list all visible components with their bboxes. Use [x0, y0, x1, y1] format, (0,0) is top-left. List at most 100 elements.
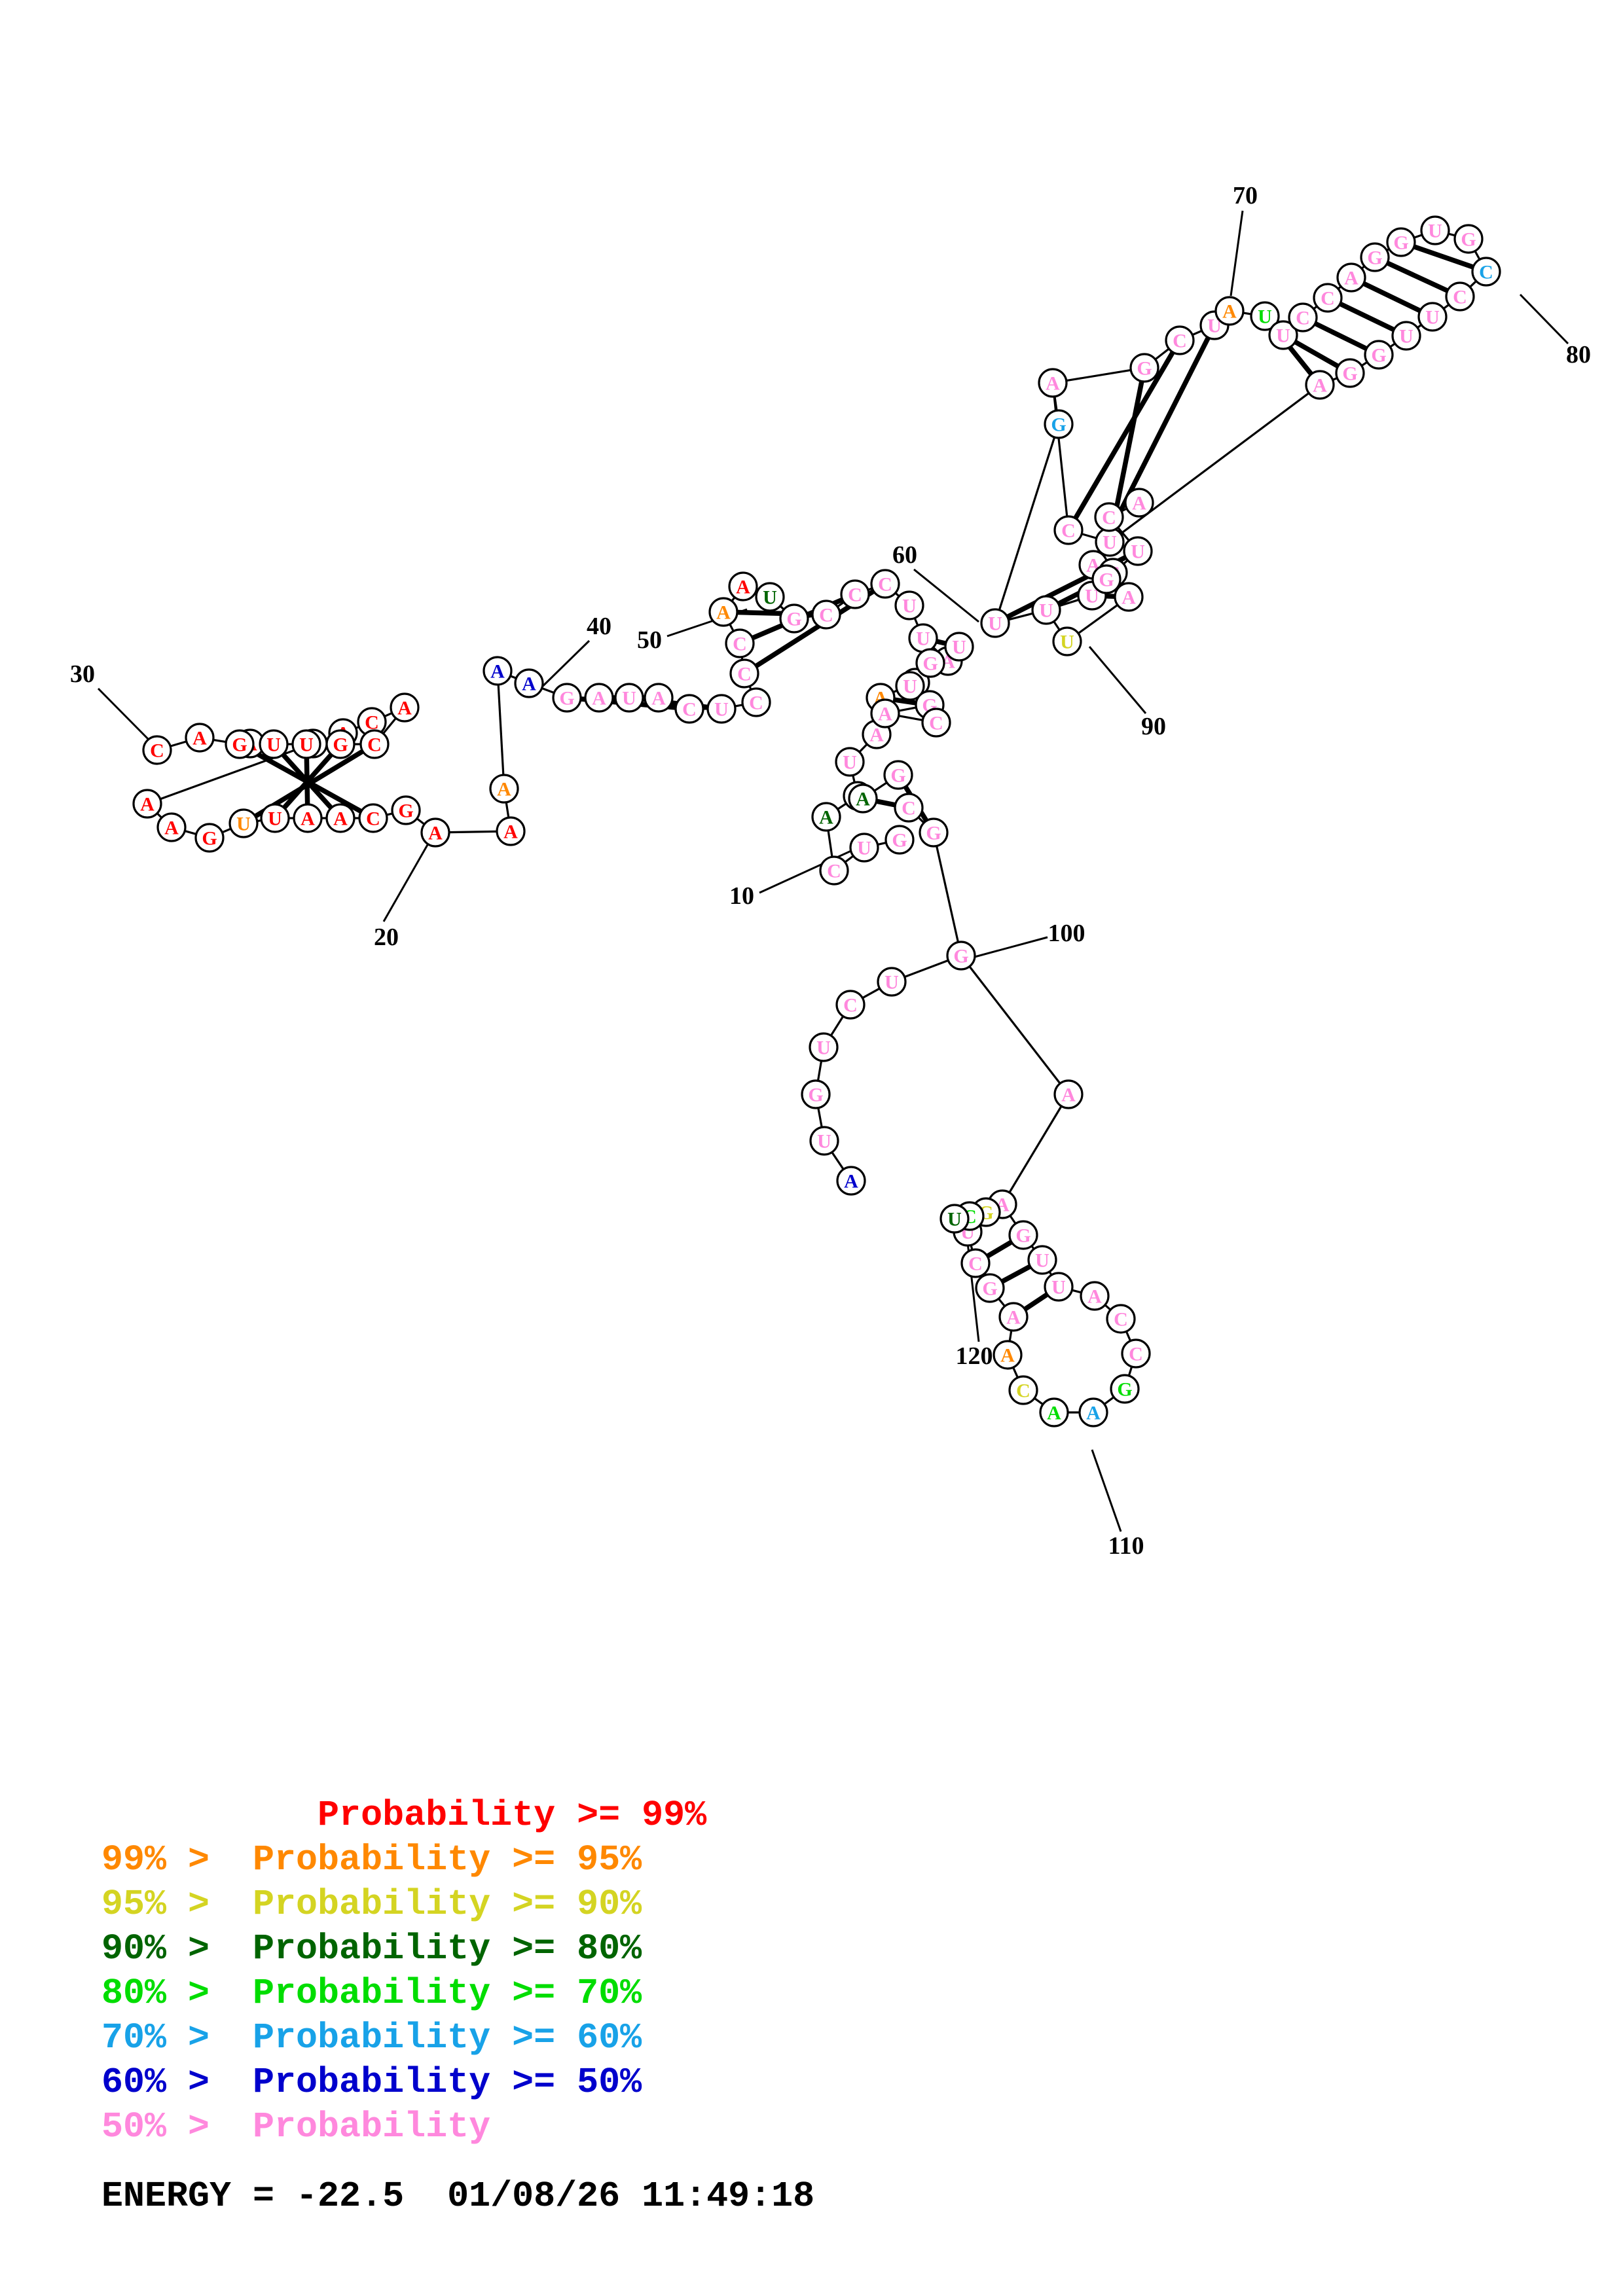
base-pair-bond — [1385, 260, 1450, 294]
base-letter: U — [947, 1209, 962, 1230]
base-letter: G — [232, 734, 247, 756]
position-label: 120 — [956, 1342, 993, 1370]
base-letter: U — [1207, 315, 1222, 337]
base-letter: A — [1344, 268, 1359, 289]
base-node: U — [980, 608, 1010, 638]
base-letter: A — [164, 817, 179, 839]
base-circle — [496, 816, 526, 846]
base-node: A — [993, 1340, 1023, 1370]
base-node: A — [998, 1302, 1029, 1332]
base-letter: C — [1479, 262, 1493, 283]
base-circle — [708, 597, 739, 627]
backbone-segment — [1103, 1396, 1115, 1405]
base-node: U — [1027, 1245, 1057, 1275]
base-circle — [848, 783, 878, 814]
base-letter: A — [301, 808, 315, 830]
backbone-segment — [1066, 368, 1131, 382]
base-node: A — [390, 692, 420, 723]
base-circle — [884, 825, 915, 855]
base-letter: U — [763, 587, 777, 609]
base-circle — [1091, 564, 1122, 594]
position-leader-line — [1091, 1449, 1122, 1532]
base-circle — [835, 990, 866, 1020]
base-circle — [225, 729, 255, 759]
base-circle — [260, 803, 290, 833]
base-letter: G — [1051, 414, 1066, 436]
base-node: U — [1417, 302, 1448, 332]
position-label: 50 — [637, 626, 662, 654]
base-node: C — [1165, 325, 1195, 355]
base-node: C — [359, 729, 390, 759]
legend-row-50: 60% > Probability >= 50% — [101, 2062, 642, 2103]
backbone-segment — [156, 812, 163, 819]
base-circle — [489, 774, 519, 804]
base-letter: C — [1129, 1344, 1143, 1365]
backbone-segment — [1008, 612, 1034, 621]
base-circle — [1360, 242, 1390, 272]
base-circle — [849, 833, 879, 863]
backbone-segment — [1034, 1397, 1044, 1405]
backbone-segment — [844, 855, 854, 863]
base-letter: G — [1367, 247, 1382, 269]
base-letter: C — [1102, 507, 1116, 529]
base-letter: A — [869, 725, 884, 746]
base-node: G — [975, 1273, 1005, 1303]
base-letter: A — [844, 1171, 858, 1193]
base-circle — [420, 817, 450, 848]
legend-row-95: 99% > Probability >= 95% — [101, 1839, 642, 1880]
base-letter: A — [1000, 1345, 1015, 1367]
base-letter: G — [1461, 229, 1476, 251]
base-circle — [584, 683, 614, 713]
base-pair-bond — [893, 697, 917, 706]
position-label: 40 — [587, 613, 611, 640]
probability-legend-list: Probability >= 99% 99% > Probability >= 9… — [0, 1793, 1623, 2149]
base-circle — [132, 789, 162, 819]
base-letter: A — [1132, 493, 1146, 514]
base-letter: A — [878, 704, 892, 725]
base-circle — [921, 708, 951, 738]
base-circle — [1052, 626, 1082, 656]
base-letter: A — [1086, 1403, 1101, 1424]
base-circle — [359, 729, 390, 759]
backbone-segment — [1059, 598, 1080, 607]
backbone-segment — [448, 830, 498, 834]
base-letter: U — [1035, 1250, 1049, 1272]
base-pair-bond — [1104, 593, 1116, 600]
backbone-segment — [1448, 232, 1456, 237]
base-letter: U — [988, 613, 1002, 635]
base-circle — [1420, 215, 1450, 245]
backbone-segment — [858, 743, 868, 753]
backbone-segment — [830, 1015, 845, 1037]
base-node: G — [1386, 227, 1416, 257]
base-circle — [1008, 1220, 1038, 1250]
backbone-segment — [816, 1060, 823, 1081]
base-circle — [779, 603, 809, 634]
base-node: C — [1053, 515, 1084, 545]
backbone-segment — [221, 827, 232, 834]
rna-structure-panel: GUCAGUAAGAUUCCCGUAACCCUCAUAGAAACAAACAGUU… — [70, 182, 1591, 1560]
base-circle — [674, 694, 704, 724]
base-letter: A — [1222, 301, 1237, 323]
base-node: C — [1094, 502, 1124, 532]
backbone-segment — [505, 802, 510, 818]
base-letter: A — [333, 808, 348, 830]
base-letter: U — [1060, 632, 1074, 653]
base-circle — [228, 808, 259, 838]
base-node: U — [944, 632, 974, 662]
base-node: A — [1053, 1079, 1084, 1109]
position-label: 100 — [1048, 920, 1085, 947]
legend-row-70: 80% > Probability >= 70% — [101, 1973, 642, 2014]
base-node: G — [1091, 564, 1122, 594]
base-node: A — [325, 803, 356, 833]
base-node: C — [921, 708, 951, 738]
base-letter: U — [299, 734, 314, 756]
base-letter: C — [843, 995, 858, 1016]
base-letter: U — [1051, 1277, 1066, 1299]
base-letter: U — [903, 676, 917, 698]
base-node: U — [877, 967, 907, 997]
backbone-segment — [1071, 1289, 1082, 1294]
base-circle — [1417, 302, 1448, 332]
backbone-segment — [831, 1151, 845, 1170]
base-letter: G — [808, 1085, 823, 1106]
base-pair-bond — [875, 798, 897, 808]
